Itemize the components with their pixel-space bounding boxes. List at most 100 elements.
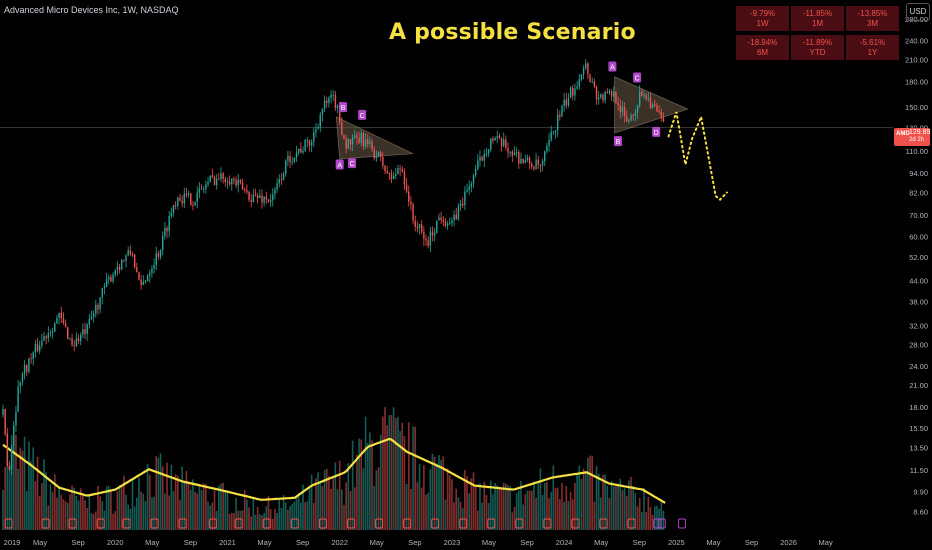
volume-bar (492, 494, 494, 530)
volume-bar (222, 482, 224, 530)
candle-body (498, 136, 501, 138)
volume-bar (571, 499, 574, 530)
performance-label: YTD (809, 48, 826, 57)
candle-body (95, 304, 97, 314)
volume-bar (192, 479, 194, 530)
candle-body (649, 97, 652, 109)
volume-bar (606, 485, 609, 530)
volume-bar (261, 515, 263, 530)
volume-bar (433, 456, 436, 530)
candle-body (615, 91, 617, 103)
volume-bar (457, 497, 460, 530)
y-tick-label: 70.00 (909, 211, 928, 220)
candle-body (302, 150, 304, 153)
candle-body (464, 191, 466, 206)
candle-body (34, 344, 37, 353)
earnings-marker (346, 518, 355, 529)
candle-body (177, 197, 179, 206)
candle-body (412, 204, 414, 221)
candle-body (528, 157, 531, 164)
currency-button[interactable]: USD (906, 3, 930, 21)
candle-body (168, 215, 170, 232)
candle-body (317, 127, 319, 130)
candle-body (114, 269, 116, 275)
volume-bar (200, 490, 203, 530)
candle-body (280, 179, 283, 180)
volume-bar (587, 457, 589, 530)
performance-cell-1y: -5.61% 1Y (846, 35, 899, 60)
volume-bar (593, 501, 596, 530)
candle-body (254, 194, 257, 196)
volume-bar (131, 479, 134, 530)
volume-bar (47, 505, 50, 530)
candle-body (15, 411, 17, 426)
candle-body (658, 110, 660, 112)
volume-bar (196, 493, 199, 530)
earnings-marker (290, 518, 299, 529)
candle-body (585, 63, 587, 69)
volume-bar (384, 407, 386, 530)
volume-bar (410, 489, 412, 530)
volume-bar (38, 496, 41, 530)
volume-bar (615, 484, 617, 530)
volume-bar (366, 442, 369, 530)
volume-bar (500, 487, 503, 530)
volume-bar (515, 492, 518, 530)
candle-body (582, 68, 585, 75)
volume-bar (632, 485, 635, 530)
volume-bar (237, 510, 240, 530)
volume-bar (278, 499, 281, 530)
volume-bar (494, 482, 496, 530)
candle-body (237, 179, 239, 186)
candle-body (401, 169, 403, 172)
x-tick-label: 2024 (556, 538, 573, 547)
volume-bar (550, 491, 553, 530)
earnings-marker (122, 518, 131, 529)
candle-body (632, 115, 634, 116)
candle-body (610, 90, 613, 97)
candle-body (608, 90, 611, 94)
y-tick-label: 82.00 (909, 189, 928, 198)
volume-bar (97, 485, 99, 530)
volume-bar (151, 497, 153, 530)
candle-body (4, 408, 6, 434)
candle-body (295, 152, 298, 158)
candle-body (250, 200, 252, 203)
volume-bar (438, 455, 440, 530)
volume-bar (345, 482, 347, 530)
y-tick-label: 180.00 (905, 77, 928, 86)
candle-body (155, 253, 157, 266)
candle-body (304, 140, 306, 151)
volume-bar (71, 485, 73, 530)
candle-body (179, 197, 181, 201)
performance-label: 1M (811, 19, 824, 28)
candle-body (248, 191, 250, 201)
volume-bar (524, 494, 527, 530)
y-tick-label: 28.00 (909, 340, 928, 349)
candle-body (287, 155, 289, 161)
candle-body (328, 98, 330, 103)
candle-body (310, 142, 313, 146)
candle-body (263, 196, 265, 203)
volume-bar (574, 482, 576, 530)
x-tick-label: 2023 (444, 538, 461, 547)
candle-body (181, 200, 183, 204)
volume-bar (565, 486, 568, 530)
volume-bar (58, 488, 60, 530)
candle-body (187, 193, 190, 195)
volume-bar (561, 483, 563, 530)
candle-body (643, 94, 645, 96)
candle-body (71, 338, 73, 346)
candle-body (660, 111, 662, 118)
candle-body (535, 159, 537, 169)
candle-body (636, 105, 639, 113)
volume-bar (636, 506, 639, 530)
candle-body (2, 408, 4, 415)
volume-bar (451, 479, 453, 530)
candle-body (349, 139, 352, 145)
volume-bar (12, 442, 15, 530)
candle-body (269, 200, 272, 203)
candle-body (282, 174, 285, 180)
volume-bar (282, 495, 285, 530)
